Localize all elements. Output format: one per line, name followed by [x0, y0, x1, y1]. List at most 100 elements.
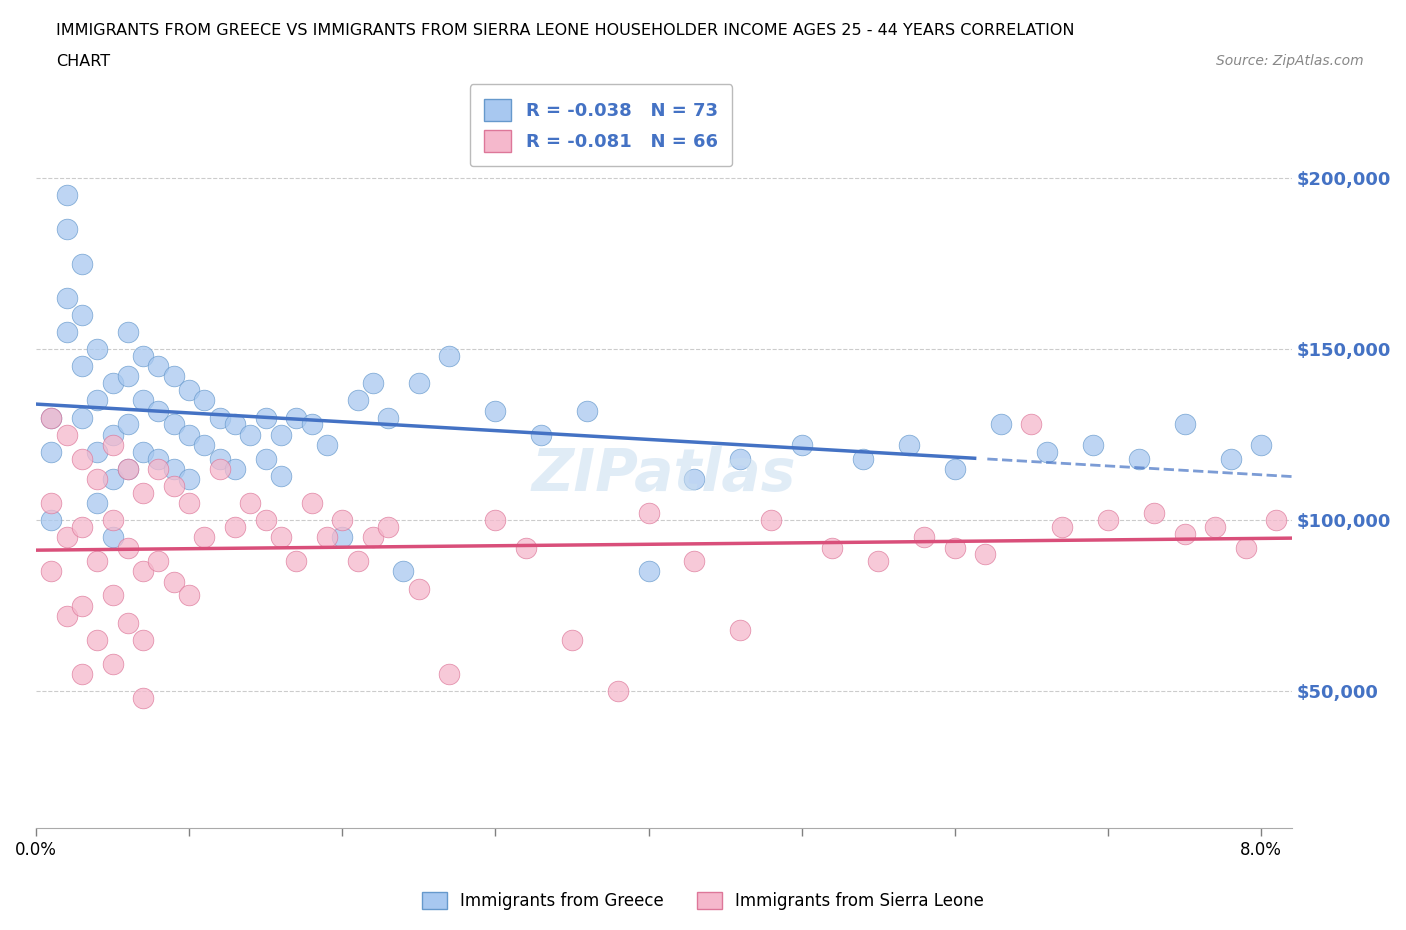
Point [576, 404, 599, 418]
Point [132, 485, 155, 500]
Point [346, 553, 368, 568]
Point [254, 512, 277, 527]
Point [163, 479, 186, 494]
Point [637, 506, 659, 521]
Text: Source: ZipAtlas.com: Source: ZipAtlas.com [1216, 54, 1364, 68]
Point [530, 427, 553, 442]
Point [1219, 451, 1241, 466]
Point [117, 325, 139, 339]
Point [55, 427, 77, 442]
Point [897, 437, 920, 452]
Point [285, 553, 308, 568]
Point [821, 540, 844, 555]
Point [1081, 437, 1104, 452]
Point [852, 451, 875, 466]
Point [39, 496, 62, 511]
Point [301, 496, 323, 511]
Point [484, 512, 506, 527]
Point [208, 451, 231, 466]
Point [148, 359, 170, 374]
Point [346, 393, 368, 408]
Point [193, 393, 215, 408]
Point [70, 667, 93, 682]
Point [759, 512, 782, 527]
Point [132, 349, 155, 364]
Point [70, 410, 93, 425]
Point [132, 564, 155, 578]
Point [101, 588, 124, 603]
Point [163, 574, 186, 589]
Point [55, 608, 77, 623]
Legend: R = -0.038   N = 73, R = -0.081   N = 66: R = -0.038 N = 73, R = -0.081 N = 66 [470, 85, 733, 166]
Point [86, 393, 108, 408]
Point [1234, 540, 1257, 555]
Point [316, 530, 339, 545]
Point [163, 461, 186, 476]
Point [990, 417, 1012, 432]
Point [117, 417, 139, 432]
Point [361, 530, 384, 545]
Point [1050, 520, 1073, 535]
Point [1143, 506, 1166, 521]
Point [1035, 445, 1057, 459]
Point [730, 451, 752, 466]
Point [177, 383, 200, 398]
Text: IMMIGRANTS FROM GREECE VS IMMIGRANTS FROM SIERRA LEONE HOUSEHOLDER INCOME AGES 2: IMMIGRANTS FROM GREECE VS IMMIGRANTS FRO… [56, 23, 1074, 38]
Point [101, 427, 124, 442]
Point [55, 325, 77, 339]
Point [117, 540, 139, 555]
Point [101, 376, 124, 391]
Point [637, 564, 659, 578]
Point [101, 437, 124, 452]
Point [148, 404, 170, 418]
Point [239, 496, 262, 511]
Point [301, 417, 323, 432]
Point [132, 393, 155, 408]
Point [285, 410, 308, 425]
Point [377, 520, 399, 535]
Point [1250, 437, 1272, 452]
Point [730, 622, 752, 637]
Point [86, 445, 108, 459]
Point [1174, 526, 1197, 541]
Point [408, 376, 430, 391]
Point [224, 461, 246, 476]
Point [1097, 512, 1119, 527]
Point [101, 472, 124, 486]
Point [330, 512, 353, 527]
Point [254, 451, 277, 466]
Point [39, 410, 62, 425]
Point [408, 581, 430, 596]
Point [254, 410, 277, 425]
Point [361, 376, 384, 391]
Point [117, 369, 139, 384]
Point [86, 553, 108, 568]
Point [70, 451, 93, 466]
Point [515, 540, 537, 555]
Point [39, 445, 62, 459]
Point [148, 461, 170, 476]
Point [132, 691, 155, 706]
Point [117, 616, 139, 631]
Point [55, 290, 77, 305]
Point [912, 530, 935, 545]
Point [70, 598, 93, 613]
Point [943, 461, 966, 476]
Point [39, 564, 62, 578]
Point [117, 461, 139, 476]
Point [193, 530, 215, 545]
Point [70, 359, 93, 374]
Point [224, 520, 246, 535]
Point [55, 222, 77, 237]
Point [70, 520, 93, 535]
Point [1174, 417, 1197, 432]
Point [683, 472, 706, 486]
Point [974, 547, 997, 562]
Point [943, 540, 966, 555]
Point [790, 437, 813, 452]
Point [101, 657, 124, 671]
Point [392, 564, 415, 578]
Point [177, 496, 200, 511]
Point [163, 417, 186, 432]
Point [439, 349, 461, 364]
